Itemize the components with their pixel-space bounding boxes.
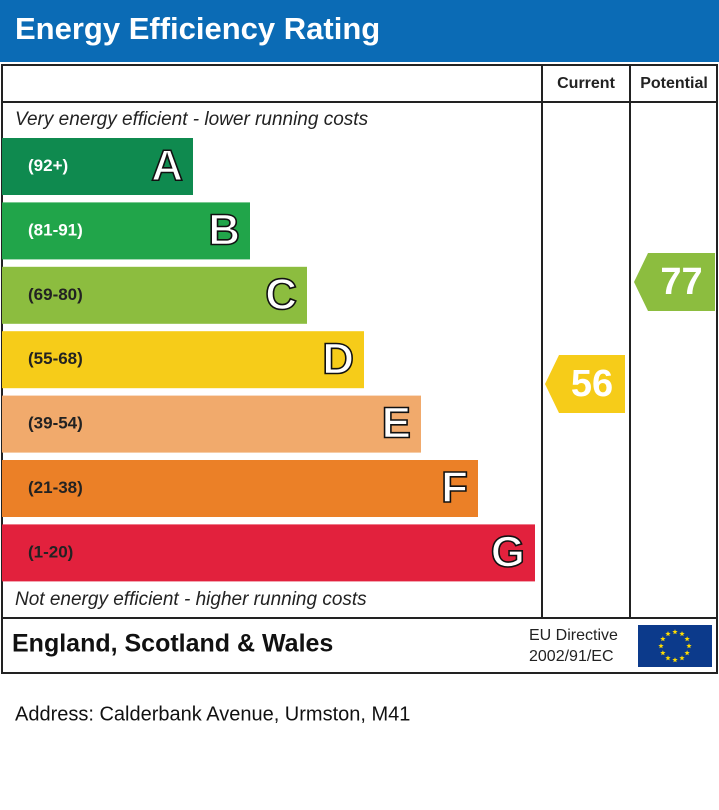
band-range: (39-54) <box>28 414 83 433</box>
eu-star <box>660 636 666 642</box>
header-bar <box>0 0 719 62</box>
band-letter: F <box>441 463 468 512</box>
band-letter: B <box>208 206 240 255</box>
rating-band <box>2 331 364 389</box>
eu-star <box>686 643 692 649</box>
rating-value: 56 <box>571 363 613 405</box>
eu-stars <box>658 629 692 663</box>
eu-star <box>672 629 678 635</box>
eu-star <box>658 643 664 649</box>
rating-band <box>2 460 478 517</box>
rating-band <box>2 266 307 324</box>
band-range: (55-68) <box>28 349 83 368</box>
rating-arrow <box>545 355 625 414</box>
band-range: (81-91) <box>28 220 83 239</box>
rating-band <box>2 524 535 582</box>
band-letter: E <box>382 399 411 448</box>
eu-star <box>660 650 666 656</box>
eu-star <box>665 631 671 637</box>
column-header: Current <box>557 75 615 92</box>
eu-star <box>679 631 685 637</box>
eu-star <box>684 650 690 656</box>
band-range: (21-38) <box>28 478 83 497</box>
top-note: Very energy efficient - lower running co… <box>15 109 369 130</box>
title: Energy Efficiency Rating <box>15 11 380 46</box>
band-letter: G <box>491 528 525 577</box>
bottom-note: Not energy efficient - higher running co… <box>15 589 367 610</box>
region: England, Scotland & Wales <box>12 630 333 658</box>
band-letter: A <box>151 141 183 190</box>
address: Address: Calderbank Avenue, Urmston, M41 <box>15 703 410 725</box>
eu-star <box>665 655 671 661</box>
eu-star <box>684 636 690 642</box>
band-letter: D <box>322 334 354 383</box>
eu-star <box>672 657 678 663</box>
eu-star <box>679 655 685 661</box>
band-range: (69-80) <box>28 285 83 304</box>
column-header: Potential <box>640 75 708 92</box>
directive: 2002/91/EC <box>529 648 614 665</box>
band-range: (1-20) <box>28 542 73 561</box>
rating-value: 77 <box>660 261 702 303</box>
band-letter: C <box>265 270 297 319</box>
band-range: (92+) <box>28 156 68 175</box>
directive: EU Directive <box>529 627 618 644</box>
rating-arrow <box>634 253 715 312</box>
rating-band <box>2 395 421 453</box>
rating-band <box>2 202 250 260</box>
rating-band <box>2 138 193 195</box>
